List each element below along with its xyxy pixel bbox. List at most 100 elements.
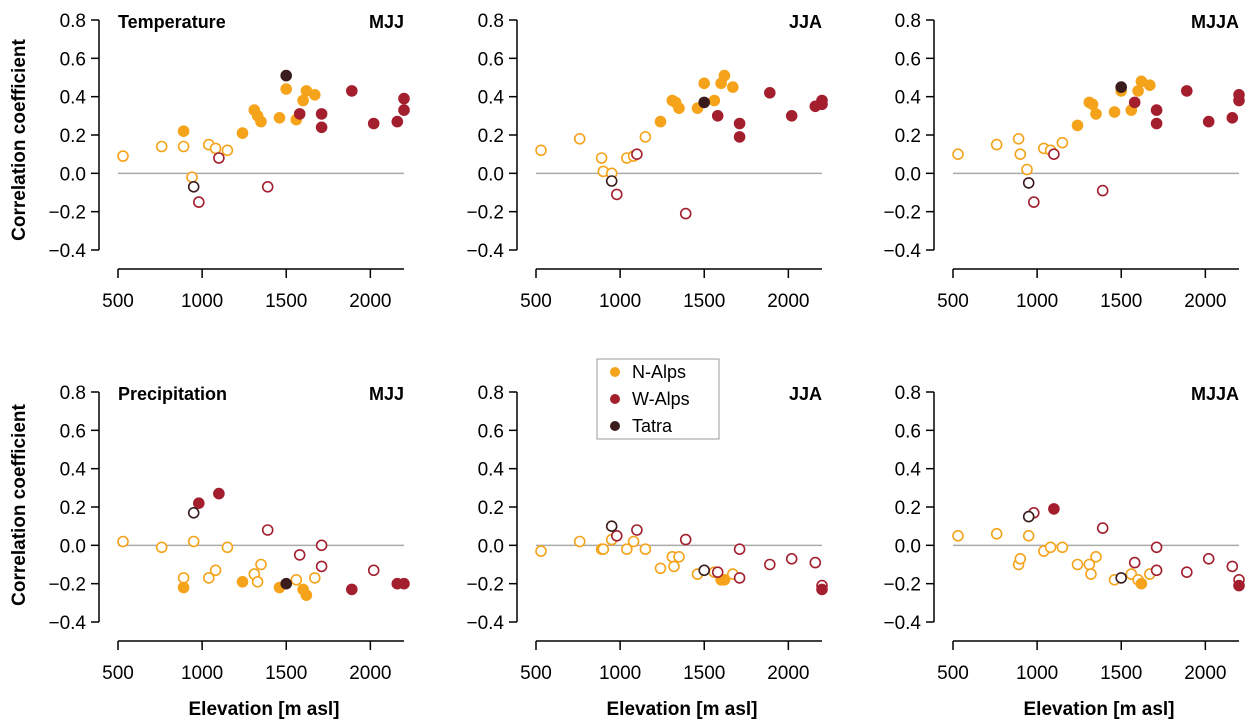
y-tick-label: −0.2	[883, 575, 921, 596]
x-tick-label: 2000	[767, 291, 809, 312]
legend-label-n-alps: N-Alps	[632, 362, 686, 382]
y-tick-label: −0.4	[48, 241, 86, 262]
data-point-tatra	[1022, 177, 1035, 189]
data-point-n-alps	[639, 543, 652, 556]
data-point-w-alps	[1150, 104, 1163, 116]
data-point-n-alps	[255, 558, 267, 571]
x-tick-label: 500	[520, 291, 552, 312]
data-point-w-alps	[733, 131, 746, 143]
data-point-n-alps	[1021, 163, 1033, 176]
data-point-n-alps	[308, 89, 321, 101]
y-tick-label: 0.8	[60, 11, 86, 32]
data-point-n-alps	[952, 148, 964, 160]
data-point-n-alps	[177, 572, 190, 584]
data-point-w-alps	[1150, 564, 1163, 577]
data-point-n-alps	[654, 562, 667, 575]
y-tick-label: 0.8	[478, 383, 504, 404]
data-point-n-alps	[990, 527, 1003, 540]
data-point-w-alps	[1181, 566, 1193, 579]
data-point-n-alps	[236, 575, 249, 588]
data-point-w-alps	[1233, 579, 1245, 592]
data-point-n-alps	[595, 152, 608, 164]
panel-temperature-mjja: −0.4 −0.2 0.0 0.2 0.4 0.6 0.8 500 1000 1500 2000 MJ…	[883, 11, 1245, 312]
y-tick-label: 0.2	[478, 126, 504, 147]
y-tick-label: 0.0	[60, 536, 86, 557]
data-point-n-alps	[573, 133, 586, 145]
data-point-n-alps	[203, 572, 215, 584]
data-point-w-alps	[816, 94, 828, 107]
x-tick-label: 2000	[1184, 291, 1226, 312]
x-tick-label: 500	[937, 663, 969, 684]
data-point-w-alps	[733, 543, 746, 556]
x-axis-title-col1: Elevation [m asl]	[189, 699, 340, 720]
y-tick-label: −0.2	[883, 203, 921, 224]
legend: N-Alps W-Alps Tatra	[596, 358, 720, 440]
y-tick-label: 0.2	[60, 126, 86, 147]
x-tick-label: 1500	[683, 291, 725, 312]
x-tick-label: 1000	[1016, 291, 1058, 312]
data-point-n-alps	[639, 131, 652, 143]
data-point-tatra	[280, 577, 293, 590]
data-point-w-alps	[345, 85, 358, 97]
data-point-w-alps	[711, 566, 724, 579]
data-point-w-alps	[610, 529, 623, 542]
x-tick-label: 500	[102, 291, 134, 312]
panel-precipitation-mjja: −0.4 −0.2 0.0 0.2 0.4 0.6 0.8 500 1000 1500 2000 MJ…	[883, 383, 1245, 684]
data-point-n-alps	[290, 573, 303, 586]
data-point-n-alps	[1135, 577, 1148, 590]
data-point-n-alps	[1044, 541, 1057, 554]
data-point-w-alps	[1202, 115, 1215, 128]
y-tick-label: 0.6	[895, 421, 921, 442]
panel-season-title: MJJA	[1191, 12, 1239, 32]
y-tick-label: 0.4	[895, 460, 922, 481]
data-point-n-alps	[297, 94, 309, 107]
data-point-w-alps	[763, 558, 776, 571]
data-point-w-alps	[293, 549, 306, 561]
y-tick-label: −0.2	[466, 575, 504, 596]
data-point-w-alps	[733, 572, 746, 584]
data-point-n-alps	[308, 572, 321, 584]
data-point-n-alps	[1144, 79, 1156, 91]
x-tick-label: 1500	[683, 663, 725, 684]
y-tick-label: 0.4	[60, 460, 87, 481]
y-tick-label: 0.6	[60, 49, 86, 70]
data-point-w-alps	[213, 487, 225, 500]
data-point-n-alps	[155, 140, 168, 153]
data-point-w-alps	[631, 148, 643, 160]
data-point-tatra	[605, 520, 618, 533]
data-point-w-alps	[398, 577, 410, 590]
data-point-w-alps	[631, 524, 643, 536]
data-point-n-alps	[280, 83, 293, 95]
x-tick-label: 1000	[181, 291, 223, 312]
data-point-n-alps	[236, 127, 249, 139]
y-tick-label: 0.0	[478, 164, 504, 185]
data-point-w-alps	[1028, 196, 1040, 208]
y-tick-label: 0.2	[895, 126, 921, 147]
panel-temperature-mjj: −0.4 −0.2 0.0 0.2 0.4 0.6 0.8 500 1000 1500 2000 Te…	[48, 11, 410, 312]
data-point-w-alps	[679, 207, 692, 220]
data-point-w-alps	[1150, 541, 1163, 554]
data-point-n-alps	[708, 94, 721, 107]
y-tick-label: 0.6	[60, 421, 86, 442]
x-tick-label: 1000	[181, 663, 223, 684]
y-tick-label: 0.8	[478, 11, 504, 32]
data-point-n-alps	[1022, 529, 1035, 542]
data-point-w-alps	[1096, 522, 1109, 534]
y-tick-label: 0.2	[478, 498, 504, 519]
data-point-n-alps	[668, 560, 680, 573]
data-point-w-alps	[1096, 184, 1109, 197]
data-point-n-alps	[1086, 98, 1099, 111]
y-tick-label: −0.4	[883, 613, 921, 634]
data-point-n-alps	[155, 541, 168, 554]
data-point-w-alps	[1233, 89, 1245, 101]
x-tick-label: 500	[520, 663, 552, 684]
data-point-w-alps	[193, 497, 205, 510]
panel-variable-title: Precipitation	[118, 384, 227, 404]
data-point-w-alps	[1128, 556, 1141, 569]
legend-label-tatra: Tatra	[632, 416, 673, 436]
data-point-w-alps	[1048, 148, 1060, 160]
data-point-tatra	[1115, 572, 1127, 584]
x-tick-label: 2000	[1184, 663, 1226, 684]
data-point-w-alps	[785, 110, 798, 122]
